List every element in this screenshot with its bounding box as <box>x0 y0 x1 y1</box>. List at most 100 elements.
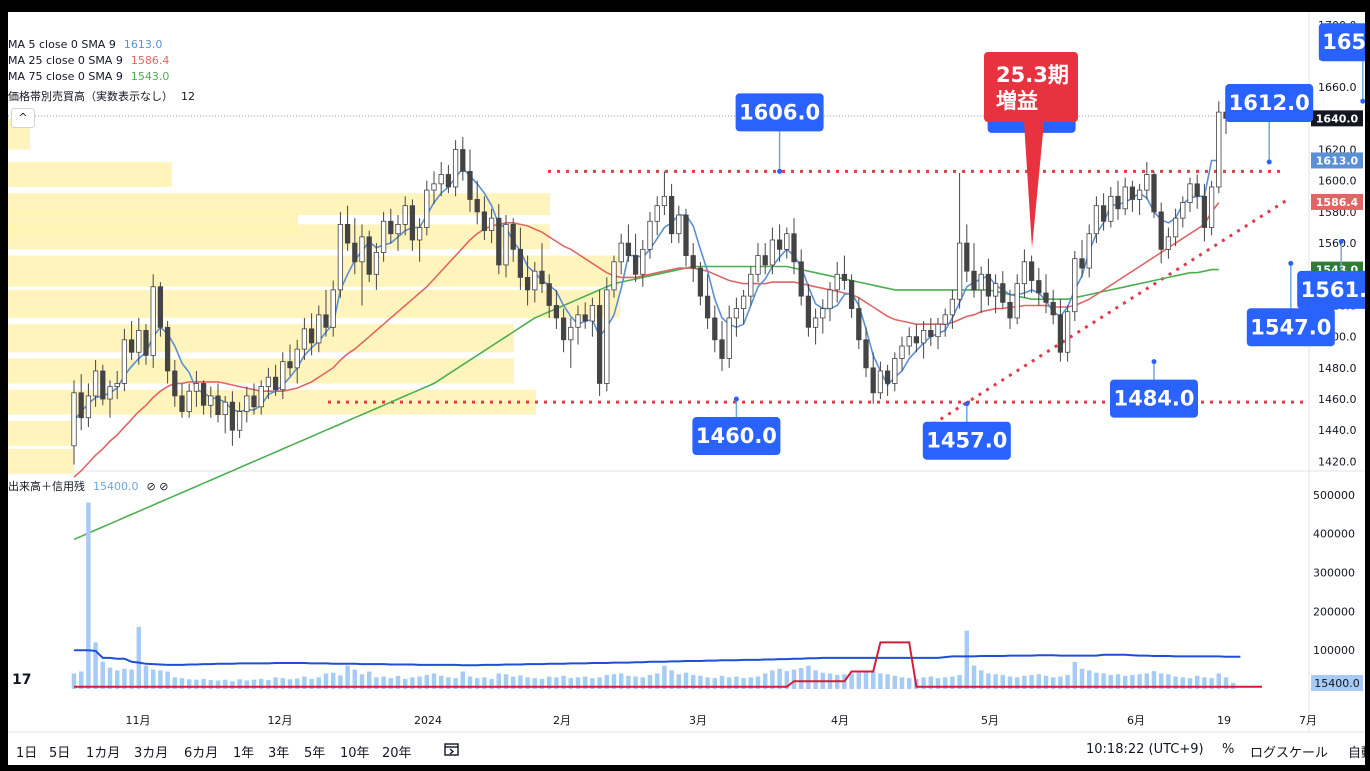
candle <box>632 233 639 283</box>
candle-body <box>942 314 948 325</box>
candle-body <box>618 242 624 263</box>
candle <box>884 364 891 396</box>
range-10y[interactable]: 10年 <box>340 746 370 761</box>
range-5d[interactable]: 5日 <box>49 746 71 761</box>
candle-body <box>1014 283 1020 319</box>
volume-bar <box>467 676 473 689</box>
candle <box>992 274 999 314</box>
legend-ma5[interactable]: MA 5 close 0 SMA 9 1613.0 <box>8 38 162 51</box>
candle-body <box>1028 261 1035 281</box>
volume-profile-bar-7 <box>8 358 514 384</box>
volume-badge <box>1311 675 1363 692</box>
range-1m[interactable]: 1カ月 <box>86 746 121 761</box>
legend-vol-label: 出来高＋信用残 <box>8 480 85 493</box>
legend-ma25[interactable]: MA 25 close 0 SMA 9 1586.4 <box>8 54 169 67</box>
range-20y[interactable]: 20年 <box>382 746 412 761</box>
range-1d[interactable]: 1日 <box>16 746 38 761</box>
candle-body <box>150 286 156 356</box>
range-5y[interactable]: 5年 <box>304 746 326 761</box>
range-6m[interactable]: 6カ月 <box>184 746 219 761</box>
candle <box>294 339 300 384</box>
candle-body <box>1043 292 1049 303</box>
candle-body <box>251 395 257 408</box>
time-tick-label: 12月 <box>268 714 293 727</box>
volume-tick-label: 400000 <box>1313 528 1355 541</box>
candle <box>755 243 761 283</box>
candle-body <box>1122 186 1128 210</box>
candle-body <box>604 289 610 384</box>
volume-bar <box>726 677 732 689</box>
legend-ma75[interactable]: MA 75 close 0 SMA 9 1543.0 <box>8 70 169 83</box>
candle <box>560 308 567 353</box>
volume-bar <box>870 671 876 689</box>
candle-body <box>1072 258 1078 313</box>
volume-profile-bar-6 <box>8 324 514 353</box>
candle <box>956 172 963 309</box>
candle-body <box>848 280 855 309</box>
candle <box>1072 250 1078 322</box>
candle <box>1187 177 1193 212</box>
range-1y[interactable]: 1年 <box>233 746 255 761</box>
candle <box>1064 305 1071 362</box>
candle-body <box>280 361 286 391</box>
volume-bar <box>388 678 394 689</box>
calendar-goto-icon[interactable] <box>443 740 461 762</box>
candle <box>769 227 776 275</box>
time-tick-label: 2月 <box>553 714 571 727</box>
candle-body <box>330 289 336 328</box>
candle-body <box>359 236 365 263</box>
log-scale-toggle[interactable]: ログスケール <box>1250 746 1329 761</box>
volume-bar <box>359 674 365 689</box>
candle <box>323 289 329 337</box>
volume-bar <box>532 678 538 689</box>
auto-scale-toggle[interactable]: 自動 <box>1348 746 1365 761</box>
candle-body <box>640 248 646 275</box>
volume-bar <box>489 678 494 689</box>
candle-body <box>186 390 192 412</box>
volume-profile-bar-9 <box>8 420 74 446</box>
candle <box>726 305 732 368</box>
volume-bar <box>964 630 970 689</box>
volume-bar <box>1194 675 1200 689</box>
candle-body <box>503 223 509 266</box>
candle-body <box>668 195 675 235</box>
candle <box>841 255 848 290</box>
candle-body <box>1187 183 1193 203</box>
candle-body <box>136 330 142 353</box>
volume-bar <box>510 676 516 689</box>
time-tick-label: 4月 <box>831 714 849 727</box>
candle <box>92 360 99 407</box>
tradingview-logo[interactable]: 17 <box>12 672 32 688</box>
candle <box>575 305 581 345</box>
volume-bar <box>158 670 163 689</box>
candle <box>654 196 660 236</box>
candle <box>712 305 718 353</box>
volume-bar <box>374 677 379 689</box>
candle <box>445 165 452 194</box>
volume-bar <box>194 679 199 689</box>
candle <box>1165 227 1172 259</box>
range-3m[interactable]: 3カ月 <box>134 746 169 761</box>
candle-body <box>812 317 819 328</box>
volume-bar <box>266 680 271 689</box>
candle-body <box>416 227 423 241</box>
collapse-legend-button[interactable]: ^ <box>11 108 35 128</box>
candle <box>539 243 545 293</box>
price-chart[interactable]: 1420.01440.01460.01480.01500.01520.01540… <box>8 12 1365 765</box>
candle <box>388 208 394 244</box>
volume-bar <box>676 674 682 689</box>
candle <box>848 274 855 318</box>
legend-volume-profile[interactable]: 価格帯別売買高（実数表示なし） 12 <box>8 88 195 104</box>
candle-body <box>906 336 912 347</box>
range-3y[interactable]: 3年 <box>268 746 290 761</box>
volume-bar <box>1223 677 1229 689</box>
candle <box>251 383 257 415</box>
candle <box>877 361 884 400</box>
volume-bar <box>921 677 926 689</box>
volume-bar <box>878 673 883 689</box>
volume-bar <box>597 677 602 689</box>
candle-body <box>920 330 927 344</box>
legend-volume[interactable]: 出来高＋信用残 15400.0 ⊘ ⊘ <box>8 478 168 494</box>
percent-toggle[interactable]: % <box>1222 742 1235 757</box>
candle <box>337 211 344 298</box>
